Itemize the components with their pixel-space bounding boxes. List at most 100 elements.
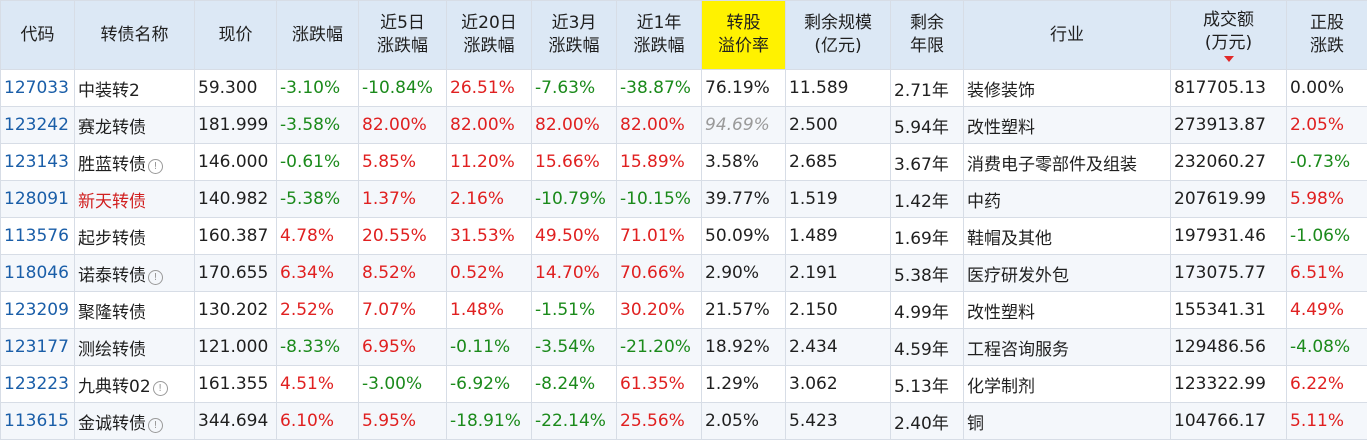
cell-stock_chg-text: -1.06% — [1290, 226, 1351, 246]
cell-chg1y-text: -21.20% — [620, 337, 691, 357]
cell-chg1y: 25.56% — [616, 402, 702, 440]
column-header-chg3m[interactable]: 近3月 涨跌幅 — [531, 0, 617, 70]
column-header-code[interactable]: 代码 — [0, 0, 75, 70]
cell-premium-text: 3.58% — [705, 152, 760, 172]
table-row[interactable]: 127033 中装转2 59.300 -3.10% -10.84% 26.51% -7.63… — [0, 69, 1367, 107]
table-row[interactable]: 123143 胜蓝转债! 146.000 -0.61% 5.85% 11.20% 15.66… — [0, 143, 1367, 181]
cell-name[interactable]: 新天转债 — [74, 180, 195, 218]
table-row[interactable]: 113615 金诚转债! 344.694 6.10% 5.95% -18.91% -22.1… — [0, 402, 1367, 440]
cell-name[interactable]: 中装转2 — [74, 69, 195, 107]
cell-chg20d-text: -0.11% — [450, 337, 511, 357]
cell-premium-text: 21.57% — [705, 300, 770, 320]
column-header-chg20d[interactable]: 近20日 涨跌幅 — [446, 0, 532, 70]
column-header-price[interactable]: 现价 — [194, 0, 277, 70]
cell-code[interactable]: 118046 — [0, 254, 75, 292]
cell-chg1y: 70.66% — [616, 254, 702, 292]
cell-code-text: 127033 — [4, 78, 69, 98]
column-header-scale[interactable]: 剩余规模 (亿元) — [785, 0, 891, 70]
cell-chg20d: 0.52% — [446, 254, 532, 292]
cell-code[interactable]: 123209 — [0, 291, 75, 329]
cell-chg-text: 4.51% — [280, 374, 335, 394]
cell-turnover-text: 817705.13 — [1174, 78, 1266, 98]
column-header-years[interactable]: 剩余 年限 — [890, 0, 964, 70]
cell-code[interactable]: 113615 — [0, 402, 75, 440]
info-icon[interactable]: ! — [148, 417, 163, 433]
cell-turnover-text: 273913.87 — [1174, 115, 1266, 135]
cell-code[interactable]: 123143 — [0, 143, 75, 181]
cell-code[interactable]: 128091 — [0, 180, 75, 218]
cell-chg5d: 1.37% — [358, 180, 447, 218]
cell-years-text: 1.69年 — [894, 228, 949, 249]
cell-chg1y-text: 71.01% — [620, 226, 685, 246]
cell-chg: -0.61% — [276, 143, 359, 181]
cell-name-text: 胜蓝转债 — [78, 154, 146, 175]
column-header-turnover[interactable]: 成交额 (万元) — [1170, 0, 1287, 70]
cell-price: 130.202 — [194, 291, 277, 329]
column-header-industry[interactable]: 行业 — [963, 0, 1171, 70]
cell-turnover-text: 173075.77 — [1174, 263, 1266, 283]
table-row[interactable]: 123209 聚隆转债 130.202 2.52% 7.07% 1.48% -1.51% 30… — [0, 291, 1367, 329]
cell-name[interactable]: 胜蓝转债! — [74, 143, 195, 181]
cell-industry-text: 装修装饰 — [967, 80, 1035, 101]
cell-chg5d-text: 5.85% — [362, 152, 417, 172]
cell-turnover-text: 104766.17 — [1174, 411, 1266, 431]
column-header-chg[interactable]: 涨跌幅 — [276, 0, 359, 70]
cell-premium-text: 94.69% — [705, 115, 770, 135]
cell-chg5d: 5.85% — [358, 143, 447, 181]
sort-descending-icon[interactable] — [1223, 55, 1234, 62]
cell-turnover: 273913.87 — [1170, 106, 1287, 144]
cell-name[interactable]: 聚隆转债 — [74, 291, 195, 329]
column-header-label: 涨跌幅 — [548, 36, 600, 56]
cell-price-text: 140.982 — [198, 189, 269, 209]
cell-chg20d: 31.53% — [446, 217, 532, 255]
column-header-chg1y[interactable]: 近1年 涨跌幅 — [616, 0, 702, 70]
column-header-label: 溢价率 — [718, 36, 769, 56]
cell-code[interactable]: 123242 — [0, 106, 75, 144]
cell-name[interactable]: 测绘转债 — [74, 328, 195, 366]
cell-chg: -5.38% — [276, 180, 359, 218]
cell-price: 161.355 — [194, 365, 277, 403]
cell-years-text: 2.40年 — [894, 413, 949, 434]
table-row[interactable]: 123177 测绘转债 121.000 -8.33% 6.95% -0.11% -3.54%… — [0, 328, 1367, 366]
cell-code[interactable]: 113576 — [0, 217, 75, 255]
column-header-stock_chg[interactable]: 正股 涨跌 — [1286, 0, 1367, 70]
cell-chg1y: 71.01% — [616, 217, 702, 255]
cell-chg5d: 6.95% — [358, 328, 447, 366]
cell-name[interactable]: 诺泰转债! — [74, 254, 195, 292]
cell-price: 59.300 — [194, 69, 277, 107]
column-header-name[interactable]: 转债名称 — [74, 0, 195, 70]
cell-name[interactable]: 金诚转债! — [74, 402, 195, 440]
table-row[interactable]: 123242 赛龙转债 181.999 -3.58% 82.00% 82.00% 82.00… — [0, 106, 1367, 144]
cell-chg3m: 15.66% — [531, 143, 617, 181]
cell-chg-text: -5.38% — [280, 189, 341, 209]
cell-chg3m-text: -10.79% — [535, 189, 606, 209]
cell-code[interactable]: 123223 — [0, 365, 75, 403]
column-header-premium[interactable]: 转股 溢价率 — [701, 0, 786, 70]
cell-code-text: 113576 — [4, 226, 69, 246]
cell-name[interactable]: 赛龙转债 — [74, 106, 195, 144]
info-icon[interactable]: ! — [148, 158, 163, 174]
table-row[interactable]: 123223 九典转02! 161.355 4.51% -3.00% -6.92% -8.2… — [0, 365, 1367, 403]
cell-years: 1.69年 — [890, 217, 964, 255]
cell-industry: 装修装饰 — [963, 69, 1171, 107]
cell-name-text: 九典转02 — [78, 376, 151, 397]
cell-years-text: 5.13年 — [894, 376, 949, 397]
cell-years: 2.40年 — [890, 402, 964, 440]
cell-turnover: 155341.31 — [1170, 291, 1287, 329]
column-header-chg5d[interactable]: 近5日 涨跌幅 — [358, 0, 447, 70]
cell-name[interactable]: 起步转债 — [74, 217, 195, 255]
cell-code-text: 118046 — [4, 263, 69, 283]
table-row[interactable]: 118046 诺泰转债! 170.655 6.34% 8.52% 0.52% 14.70% 7… — [0, 254, 1367, 292]
info-icon[interactable]: ! — [148, 269, 163, 285]
cell-industry-text: 改性塑料 — [967, 302, 1035, 323]
table-row[interactable]: 113576 起步转债 160.387 4.78% 20.55% 31.53% 49.50%… — [0, 217, 1367, 255]
cell-code[interactable]: 123177 — [0, 328, 75, 366]
info-icon[interactable]: ! — [152, 380, 168, 396]
cell-scale-text: 2.434 — [789, 337, 838, 357]
cell-chg5d-text: 20.55% — [362, 226, 427, 246]
cell-chg20d: 82.00% — [446, 106, 532, 144]
cell-name-text: 中装转2 — [78, 80, 140, 101]
cell-code[interactable]: 127033 — [0, 69, 75, 107]
table-row[interactable]: 128091 新天转债 140.982 -5.38% 1.37% 2.16% -10.79%… — [0, 180, 1367, 218]
cell-name[interactable]: 九典转02! — [74, 365, 195, 403]
